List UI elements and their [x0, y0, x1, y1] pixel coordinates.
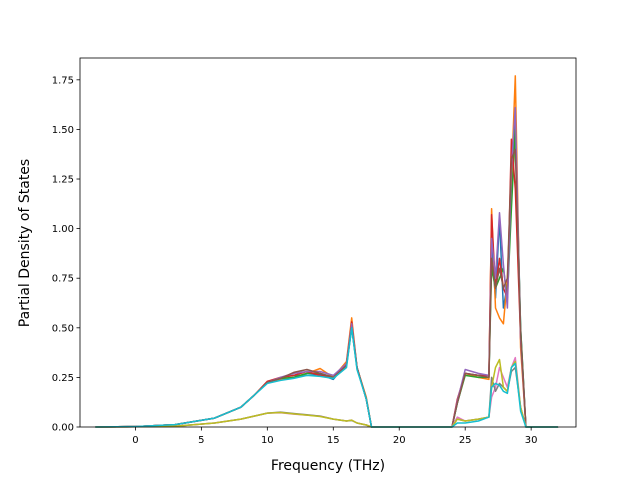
- y-tick-label: 1.50: [52, 125, 74, 136]
- x-tick-label: 15: [327, 435, 340, 446]
- x-tick-label: 0: [132, 435, 138, 446]
- y-tick-label: 1.25: [52, 175, 74, 186]
- x-axis: 0 5 10 15 20 25 30: [132, 427, 538, 446]
- x-tick-label: 20: [393, 435, 406, 446]
- y-tick-label: 1.00: [52, 224, 74, 235]
- series-layer: [95, 75, 559, 428]
- x-tick-label: 30: [525, 435, 538, 446]
- x-tick-label: 25: [459, 435, 472, 446]
- y-tick-label: 1.75: [52, 75, 74, 86]
- y-axis-label: Partial Density of States: [17, 159, 33, 327]
- y-tick-label: 0.25: [52, 373, 74, 384]
- y-tick-label: 0.75: [52, 274, 74, 285]
- x-tick-label: 10: [261, 435, 274, 446]
- series-line-10: [95, 327, 559, 428]
- x-axis-label: Frequency (THz): [271, 458, 385, 474]
- series-line-9: [95, 358, 559, 428]
- x-tick-label: 5: [198, 435, 204, 446]
- y-tick-label: 0.50: [52, 323, 74, 334]
- y-tick-label: 0.00: [52, 423, 74, 434]
- plot-area-frame: [79, 57, 577, 428]
- y-axis: 0.00 0.25 0.50 0.75 1.00 1.25 1.50 1.75: [52, 75, 80, 434]
